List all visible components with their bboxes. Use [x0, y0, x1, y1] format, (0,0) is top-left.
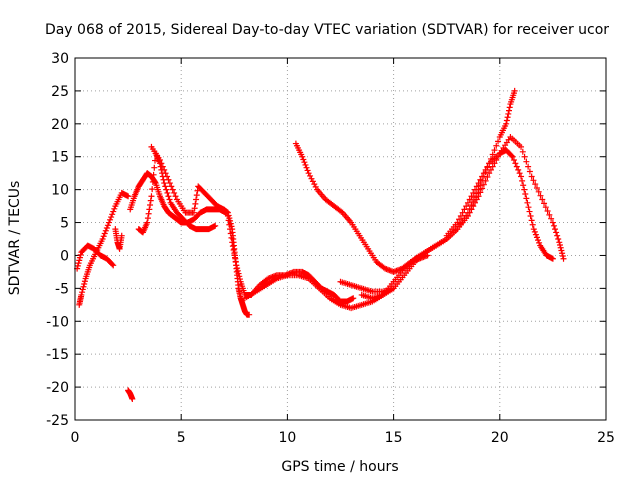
series-pass-l	[358, 133, 567, 302]
y-tick-label: 20	[51, 117, 69, 133]
x-tick-label: 25	[597, 430, 615, 446]
data-point-markers	[112, 226, 125, 252]
x-tick-label: 15	[385, 430, 403, 446]
data-point-markers	[358, 133, 567, 302]
series-pass-c	[112, 226, 125, 252]
chart-title: Day 068 of 2015, Sidereal Day-to-day VTE…	[45, 22, 609, 38]
y-tick-label: -15	[46, 347, 69, 363]
y-tick-label: 30	[51, 51, 69, 67]
y-tick-label: 10	[51, 183, 69, 199]
x-tick-label: 20	[491, 430, 509, 446]
y-tick-label: -25	[46, 413, 69, 429]
y-tick-label: 15	[51, 150, 69, 166]
x-tick-label: 10	[278, 430, 296, 446]
y-tick-label: -10	[46, 314, 69, 330]
y-tick-label: -5	[55, 281, 69, 297]
x-tick-label: 0	[71, 430, 80, 446]
y-tick-label: 0	[60, 248, 69, 264]
series-pass-d	[125, 387, 136, 402]
plot-frame	[74, 57, 607, 421]
y-axis-label: SDTVAR / TECUs	[7, 181, 23, 296]
x-tick-label: 5	[177, 430, 186, 446]
data-point-markers	[74, 242, 117, 272]
data-point-markers	[125, 387, 136, 402]
data-point-markers	[443, 147, 556, 262]
y-tick-label: 25	[51, 84, 69, 100]
series-pass-b	[74, 242, 117, 272]
y-tick-label: 5	[60, 216, 69, 232]
series-pass-m	[443, 147, 556, 262]
grid	[75, 58, 606, 420]
data-points	[74, 87, 567, 402]
x-axis-label: GPS time / hours	[281, 459, 398, 475]
y-tick-label: -20	[46, 380, 69, 396]
